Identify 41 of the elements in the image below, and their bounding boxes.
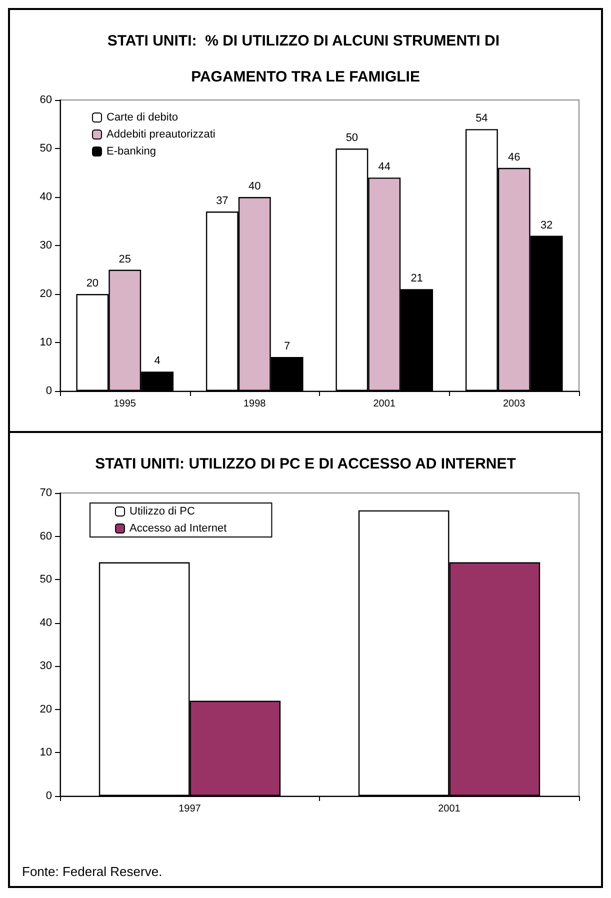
y-tick-label: 40 [40,616,52,629]
y-tick-label: 0 [46,385,52,397]
data-label: 7 [284,340,290,353]
legend-label: Accesso ad Internet [130,522,227,534]
y-tick-label: 30 [40,660,52,672]
data-label: 25 [118,253,131,266]
legend-label: Carte di debito [106,112,178,124]
data-label: 21 [410,272,423,285]
x-tick-label: 1995 [114,398,136,410]
y-tick-label: 70 [40,487,52,499]
y-tick-label: 30 [40,240,52,252]
y-tick-label: 50 [40,574,52,586]
data-label: 40 [248,180,261,192]
data-label: 4 [154,355,160,368]
legend-label: Addebiti preautorizzati [106,128,216,140]
data-label: 46 [508,151,520,164]
chart-title: STATI UNITI: UTILIZZO DI PC E DI ACCESSO AD INTERNET [95,456,516,472]
legend-label: E-banking [106,146,156,158]
y-tick-label: 20 [40,288,52,300]
y-tick-label: 0 [46,790,52,802]
x-tick-label: 1998 [244,398,266,410]
data-label: 44 [378,161,390,174]
y-tick-label: 50 [40,142,52,154]
x-tick-label: 1997 [178,804,202,814]
x-tick-label: 2003 [503,398,526,410]
data-label: 50 [346,132,358,144]
x-tick-label: 2001 [373,398,396,410]
y-tick-label: 10 [40,746,52,759]
y-tick-label: 20 [40,703,52,716]
chart-title: STATI UNITI: % DI UTILIZZO DI ALCUNI STRUMENTI DI PAGAMENTO TRA LE FAMIGLIE [107,32,500,86]
y-tick-label: 40 [40,191,52,203]
legend-label: Utilizzo di PC [130,506,195,518]
data-label: 37 [216,195,228,208]
data-label: 32 [540,219,553,232]
y-tick-label: 10 [40,336,52,348]
y-tick-label: 60 [40,530,52,542]
source-note: Fonte: Federal Reserve. [22,864,162,879]
data-label: 20 [86,278,99,290]
y-tick-label: 60 [40,94,52,106]
x-tick-label: 2001 [438,804,461,814]
data-label: 54 [476,112,488,125]
